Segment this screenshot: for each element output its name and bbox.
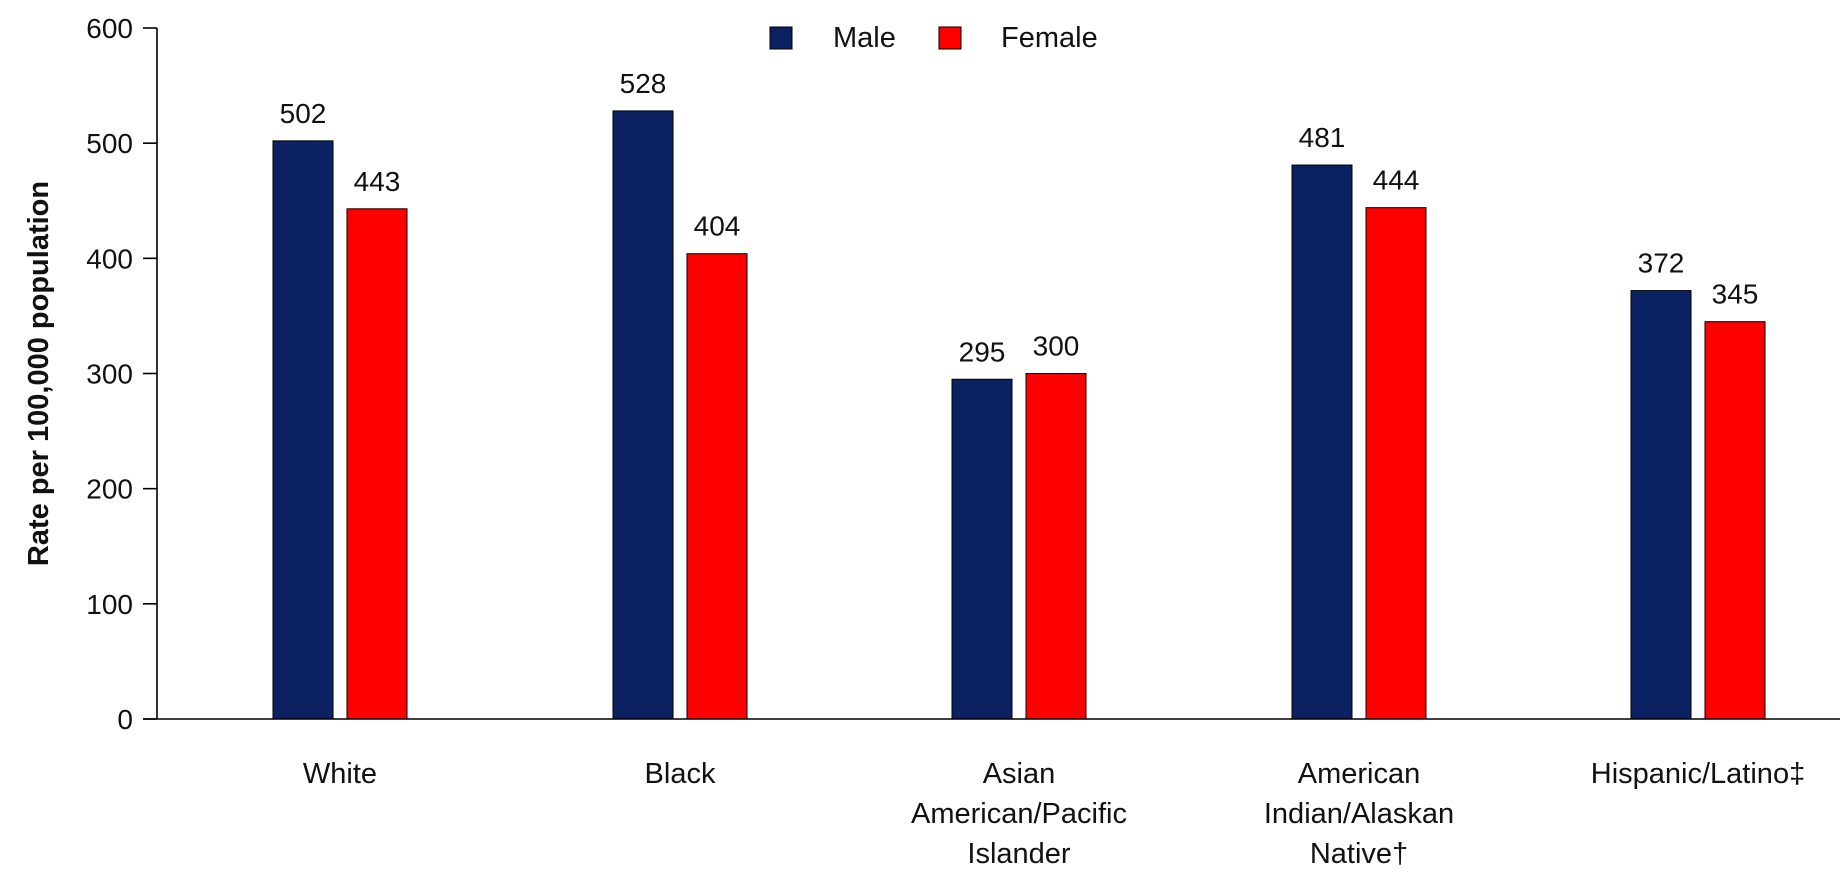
x-tick-label: Black xyxy=(645,758,716,790)
bars xyxy=(272,110,1766,720)
x-tick-label: Hispanic/Latino‡ xyxy=(1591,758,1805,790)
data-label: 372 xyxy=(1638,248,1685,279)
bar-female xyxy=(1704,321,1766,720)
y-tick-label: 200 xyxy=(86,474,133,505)
bar-female xyxy=(1025,373,1087,720)
legend-label: Male xyxy=(833,22,896,54)
bar-male xyxy=(272,140,334,720)
data-label: 295 xyxy=(959,336,1006,367)
data-label: 404 xyxy=(694,211,741,242)
bar-male xyxy=(1291,164,1353,720)
y-tick-label: 0 xyxy=(117,704,133,735)
bar-female xyxy=(346,208,408,720)
x-tick-label: White xyxy=(303,758,377,790)
bar-male xyxy=(612,110,674,720)
x-axis: White Black Asian American/Pacific Islander A… xyxy=(143,718,1840,870)
data-label: 444 xyxy=(1373,165,1420,196)
y-tick-label: 400 xyxy=(86,243,133,274)
bar-female xyxy=(686,253,748,720)
data-label: 481 xyxy=(1299,122,1346,153)
data-label: 443 xyxy=(354,166,401,197)
legend-swatch-male xyxy=(769,26,793,50)
bar-male xyxy=(951,378,1013,720)
y-tick-label: 100 xyxy=(86,589,133,620)
y-axis-title: Rate per 100,000 population xyxy=(23,181,55,566)
bar-female xyxy=(1365,207,1427,720)
x-tick-label: Asian American/Pacific Islander xyxy=(911,758,1127,870)
y-tick-label: 600 xyxy=(86,13,133,44)
data-label: 345 xyxy=(1712,279,1759,310)
legend: Male Female xyxy=(769,22,1098,54)
data-label: 300 xyxy=(1033,331,1080,362)
data-label: 528 xyxy=(620,68,667,99)
y-tick-label: 300 xyxy=(86,359,133,390)
value-labels: 502 528 295 481 372 443 404 300 444 345 xyxy=(280,68,1759,367)
legend-label: Female xyxy=(1001,22,1098,54)
y-tick-label: 500 xyxy=(86,128,133,159)
legend-swatch-female xyxy=(938,26,962,50)
bar-male xyxy=(1630,290,1692,720)
data-label: 502 xyxy=(280,98,327,129)
y-axis: 0 100 200 300 400 500 600 xyxy=(86,13,158,735)
x-tick-label: American Indian/Alaskan Native† xyxy=(1264,758,1454,870)
